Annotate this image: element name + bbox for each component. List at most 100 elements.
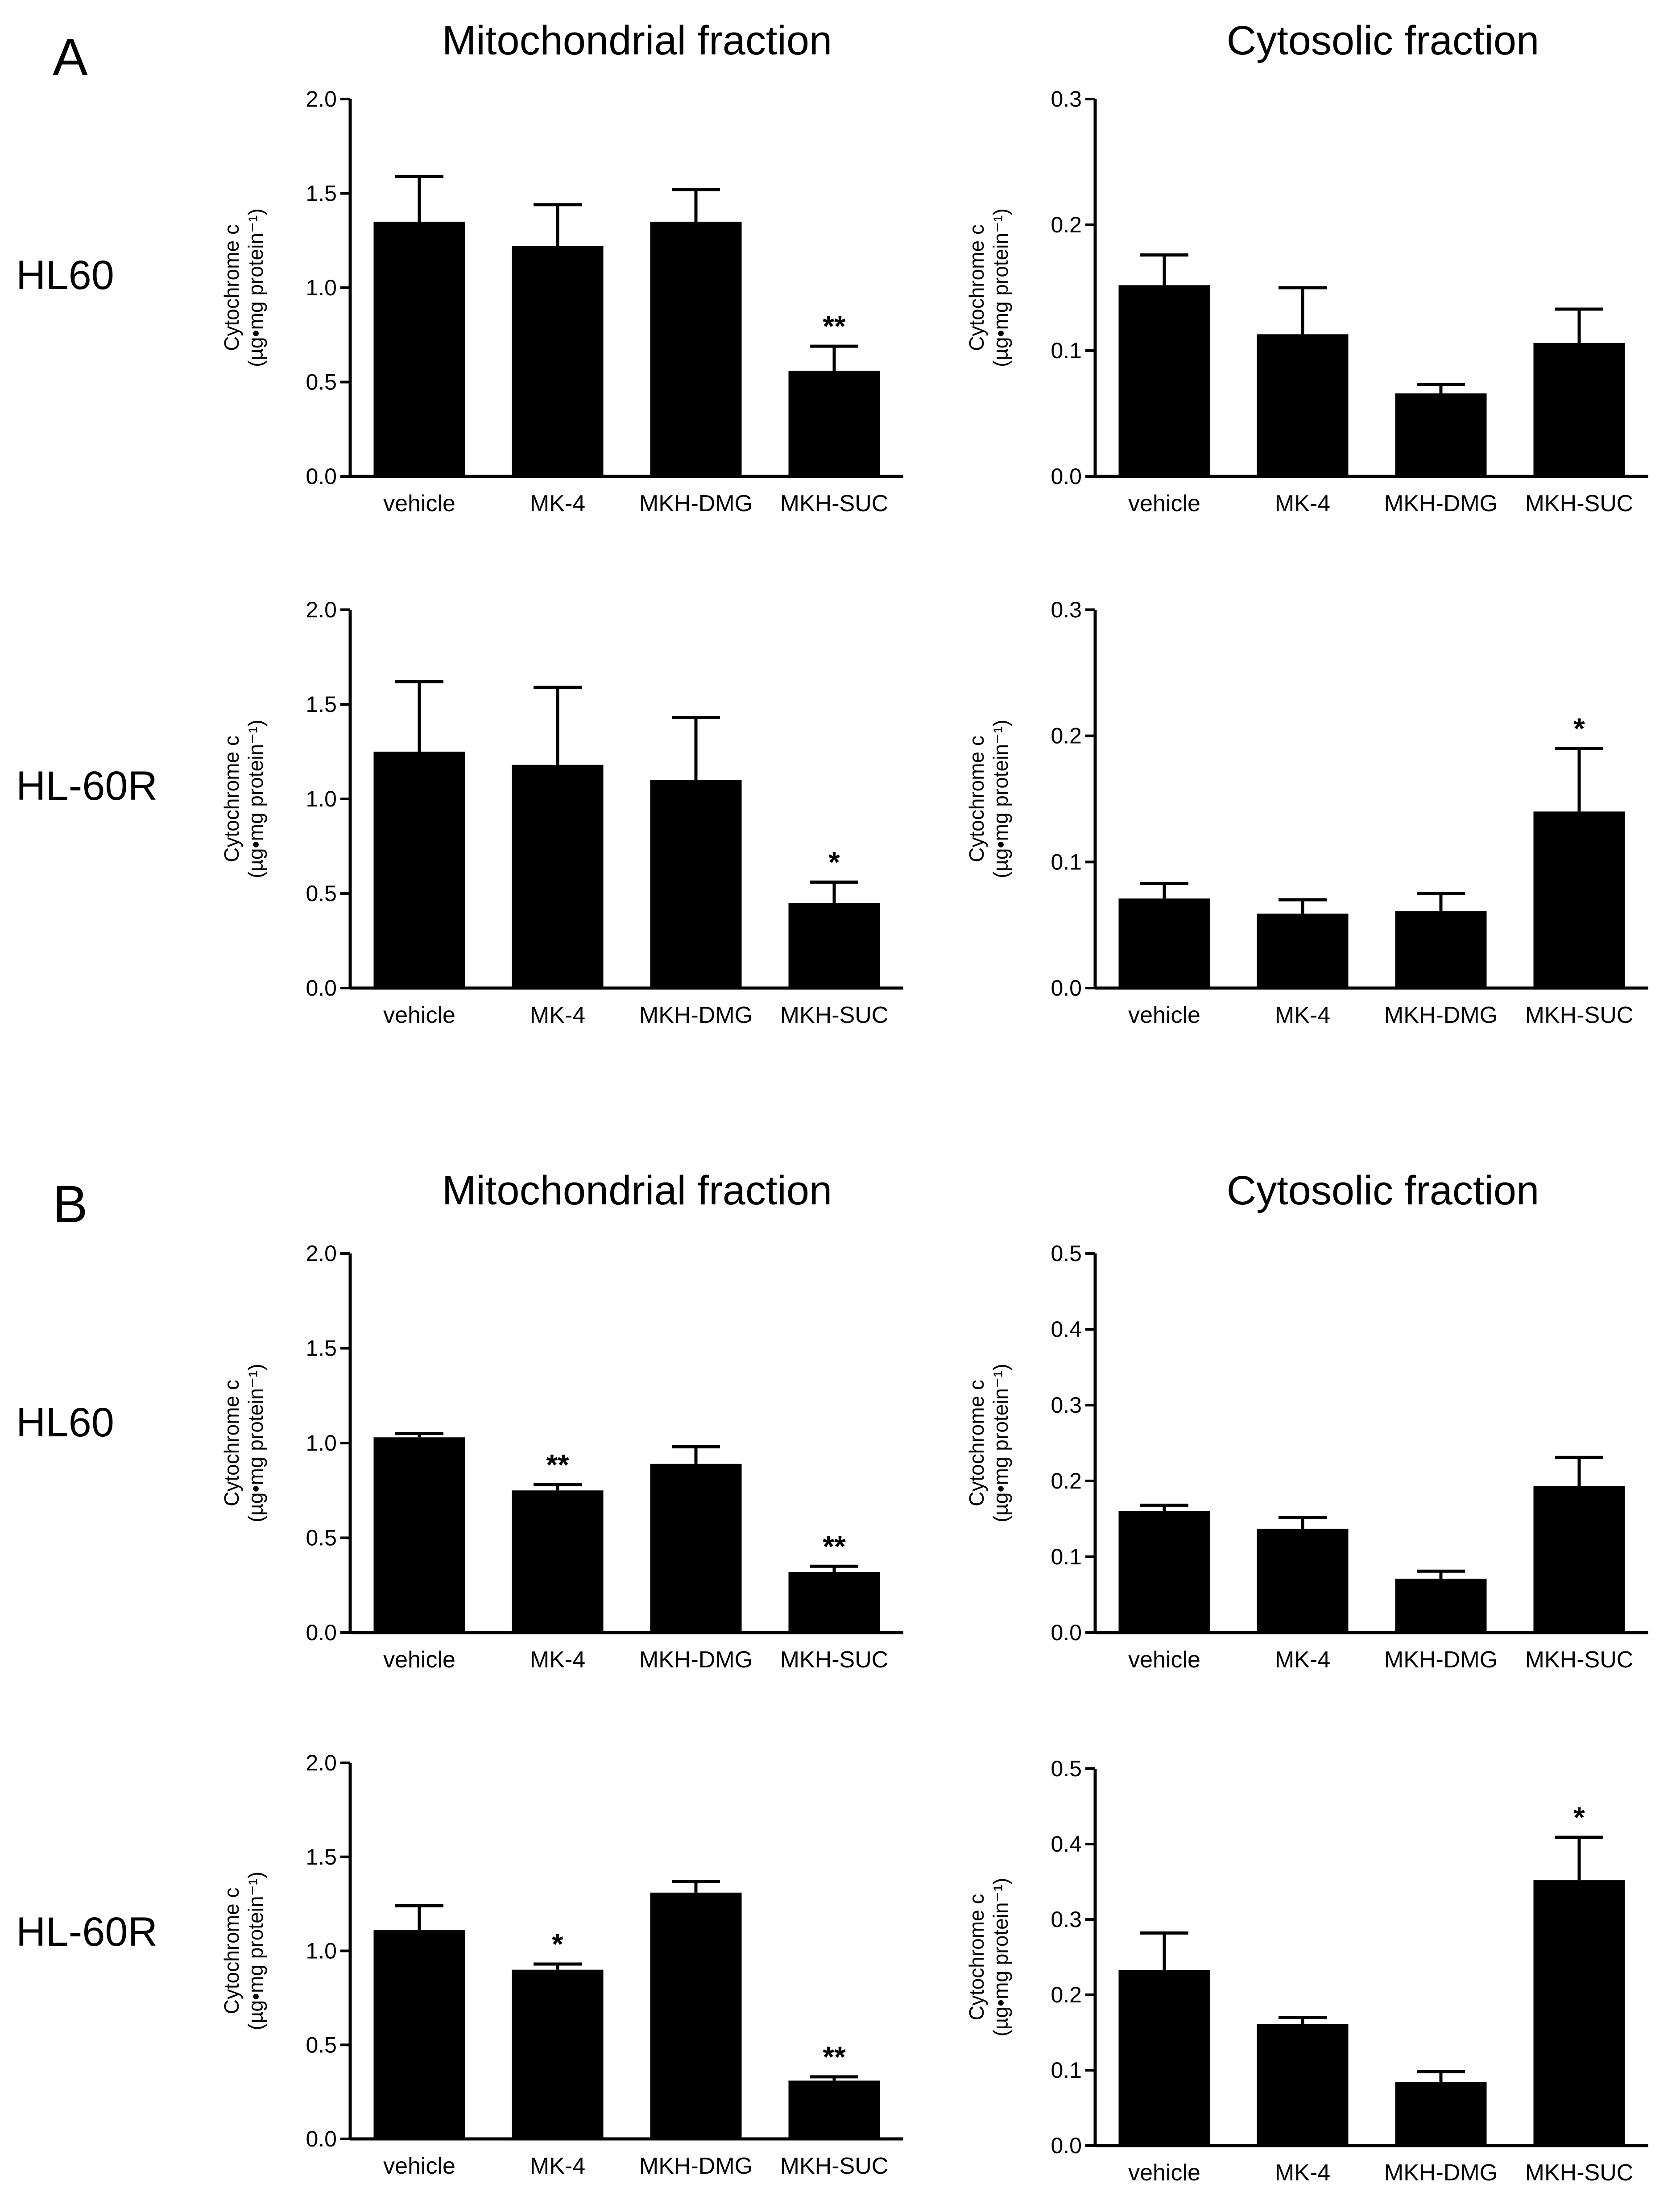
bar-mkh-suc — [788, 1572, 880, 1633]
bar-vehicle — [1118, 898, 1210, 988]
x-category-label: MK-4 — [530, 2153, 585, 2179]
y-tick-label: 0.4 — [1051, 1317, 1082, 1342]
x-category-label: MK-4 — [1275, 2160, 1330, 2186]
y-tick-label: 1.5 — [306, 1336, 337, 1361]
y-tick-label: 0.0 — [1051, 976, 1082, 1001]
y-tick-label: 0.0 — [306, 464, 337, 489]
x-category-label: MKH-SUC — [780, 1002, 889, 1028]
panel-a-cyto-title: Cytosolic fraction — [1227, 18, 1539, 63]
y-tick-label: 1.0 — [306, 786, 337, 811]
y-axis-label-line2: (µg•mg protein⁻¹) — [244, 1872, 267, 2031]
bar-mk-4 — [512, 1490, 604, 1633]
y-tick-label: 0.5 — [1051, 1756, 1082, 1781]
x-category-label: MKH-SUC — [1525, 1002, 1634, 1028]
x-category-label: MK-4 — [1275, 1002, 1330, 1028]
x-category-label: MKH-SUC — [1525, 2160, 1634, 2186]
y-tick-label: 0.1 — [1051, 338, 1082, 363]
y-tick-label: 0.3 — [1051, 1907, 1082, 1932]
y-axis-label-line2: (µg•mg protein⁻¹) — [244, 1364, 267, 1522]
bar-mkh-suc — [1533, 1486, 1625, 1633]
x-category-label: MKH-DMG — [639, 491, 753, 517]
chart-a-hl60-mito: 0.0 0.5 1.0 1.5 2.0 Cytochrome c (µg•mg protei… — [220, 87, 903, 517]
y-tick-label: 2.0 — [306, 87, 337, 112]
y-tick-label: 0.1 — [1051, 849, 1082, 874]
y-tick-label: 1.5 — [306, 1844, 337, 1869]
y-tick-label: 0.1 — [1051, 2058, 1082, 2083]
panel-b-cyto-title: Cytosolic fraction — [1227, 1168, 1539, 1213]
bar-vehicle — [1118, 1511, 1210, 1633]
x-category-label: MKH-DMG — [1384, 2160, 1498, 2186]
bar-vehicle — [373, 221, 465, 476]
bar-mkh-dmg — [1395, 1579, 1487, 1633]
x-category-label: MKH-SUC — [1525, 491, 1634, 517]
y-tick-label: 0.3 — [1051, 1393, 1082, 1418]
y-tick-label: 0.5 — [306, 881, 337, 906]
bar-mk-4 — [1257, 914, 1349, 988]
bar-mkh-suc — [788, 903, 880, 988]
y-axis-label-line2: (µg•mg protein⁻¹) — [989, 720, 1012, 878]
significance-marker: ** — [823, 2040, 846, 2073]
bar-mk-4 — [512, 246, 604, 476]
y-tick-label: 0.5 — [306, 1526, 337, 1551]
x-category-label: vehicle — [1128, 1647, 1200, 1673]
y-tick-label: 1.0 — [306, 1431, 337, 1456]
y-tick-label: 0.1 — [1051, 1544, 1082, 1569]
x-category-label: MK-4 — [1275, 491, 1330, 517]
significance-marker: * — [828, 846, 840, 879]
y-axis-label-line2: (µg•mg protein⁻¹) — [989, 208, 1012, 367]
y-axis-label-line1: Cytochrome c — [965, 736, 988, 862]
bar-mkh-dmg — [650, 1892, 742, 2139]
x-category-label: vehicle — [383, 1647, 455, 1673]
y-tick-label: 0.0 — [306, 1620, 337, 1645]
y-axis-label-line1: Cytochrome c — [220, 736, 243, 862]
x-category-label: vehicle — [383, 491, 455, 517]
chart-a-hl60r-cyto: 0.0 0.1 0.2 0.3 Cytochrome c (µg•mg protein⁻¹… — [965, 597, 1648, 1028]
y-tick-label: 0.2 — [1051, 1468, 1082, 1493]
y-tick-label: 0.5 — [1051, 1241, 1082, 1266]
x-category-label: vehicle — [1128, 1002, 1200, 1028]
x-category-label: vehicle — [1128, 491, 1200, 517]
y-tick-label: 1.5 — [306, 692, 337, 717]
bar-mkh-suc — [788, 371, 880, 476]
y-tick-label: 0.5 — [306, 370, 337, 395]
significance-marker: ** — [546, 1448, 569, 1481]
bar-mk-4 — [512, 1969, 604, 2139]
bar-mk-4 — [1257, 334, 1349, 476]
y-axis-label-line1: Cytochrome c — [220, 1888, 243, 2014]
x-category-label: MK-4 — [530, 491, 585, 517]
x-category-label: vehicle — [383, 1002, 455, 1028]
y-tick-label: 0.4 — [1051, 1832, 1082, 1857]
y-tick-label: 1.0 — [306, 275, 337, 300]
chart-a-hl60-cyto: 0.0 0.1 0.2 0.3 Cytochrome c (µg•mg protein⁻¹… — [965, 87, 1648, 517]
bar-mk-4 — [1257, 2024, 1349, 2146]
bar-mkh-dmg — [1395, 393, 1487, 476]
chart-b-hl60-mito: 0.0 0.5 1.0 1.5 2.0 Cytochrome c (µg•mg protei… — [220, 1241, 903, 1673]
x-category-label: MKH-DMG — [1384, 491, 1498, 517]
y-tick-label: 0.3 — [1051, 87, 1082, 112]
bar-mkh-dmg — [650, 221, 742, 476]
x-category-label: MKH-DMG — [1384, 1647, 1498, 1673]
significance-marker: * — [1573, 1801, 1585, 1834]
bar-mkh-suc — [1533, 343, 1625, 476]
significance-marker: * — [552, 1927, 563, 1960]
panel-a-row-label-hl60r: HL-60R — [16, 763, 157, 809]
x-category-label: MKH-SUC — [780, 2153, 889, 2179]
y-axis-label-line1: Cytochrome c — [220, 1380, 243, 1506]
chart-b-hl60r-cyto: 0.0 0.1 0.2 0.3 0.4 0.5 Cytochrome c (µg•mg pro… — [965, 1756, 1648, 2186]
y-tick-label: 2.0 — [306, 1241, 337, 1266]
chart-b-hl60r-mito: 0.0 0.5 1.0 1.5 2.0 Cytochrome c (µg•mg protei… — [220, 1750, 903, 2179]
y-tick-label: 1.0 — [306, 1939, 337, 1964]
bar-vehicle — [1118, 1970, 1210, 2146]
x-category-label: MKH-SUC — [780, 1647, 889, 1673]
bar-vehicle — [1118, 285, 1210, 476]
chart-b-hl60-cyto: 0.0 0.1 0.2 0.3 0.4 0.5 Cytochrome c (µg•mg pro… — [965, 1241, 1648, 1673]
bar-mkh-dmg — [650, 780, 742, 988]
bar-mkh-suc — [788, 2080, 880, 2139]
y-axis-label-line1: Cytochrome c — [220, 224, 243, 351]
panel-a-row-label-hl60: HL60 — [16, 252, 114, 298]
y-axis-label-line1: Cytochrome c — [965, 224, 988, 351]
chart-a-hl60r-mito: 0.0 0.5 1.0 1.5 2.0 Cytochrome c (µg•mg protei… — [220, 597, 903, 1028]
